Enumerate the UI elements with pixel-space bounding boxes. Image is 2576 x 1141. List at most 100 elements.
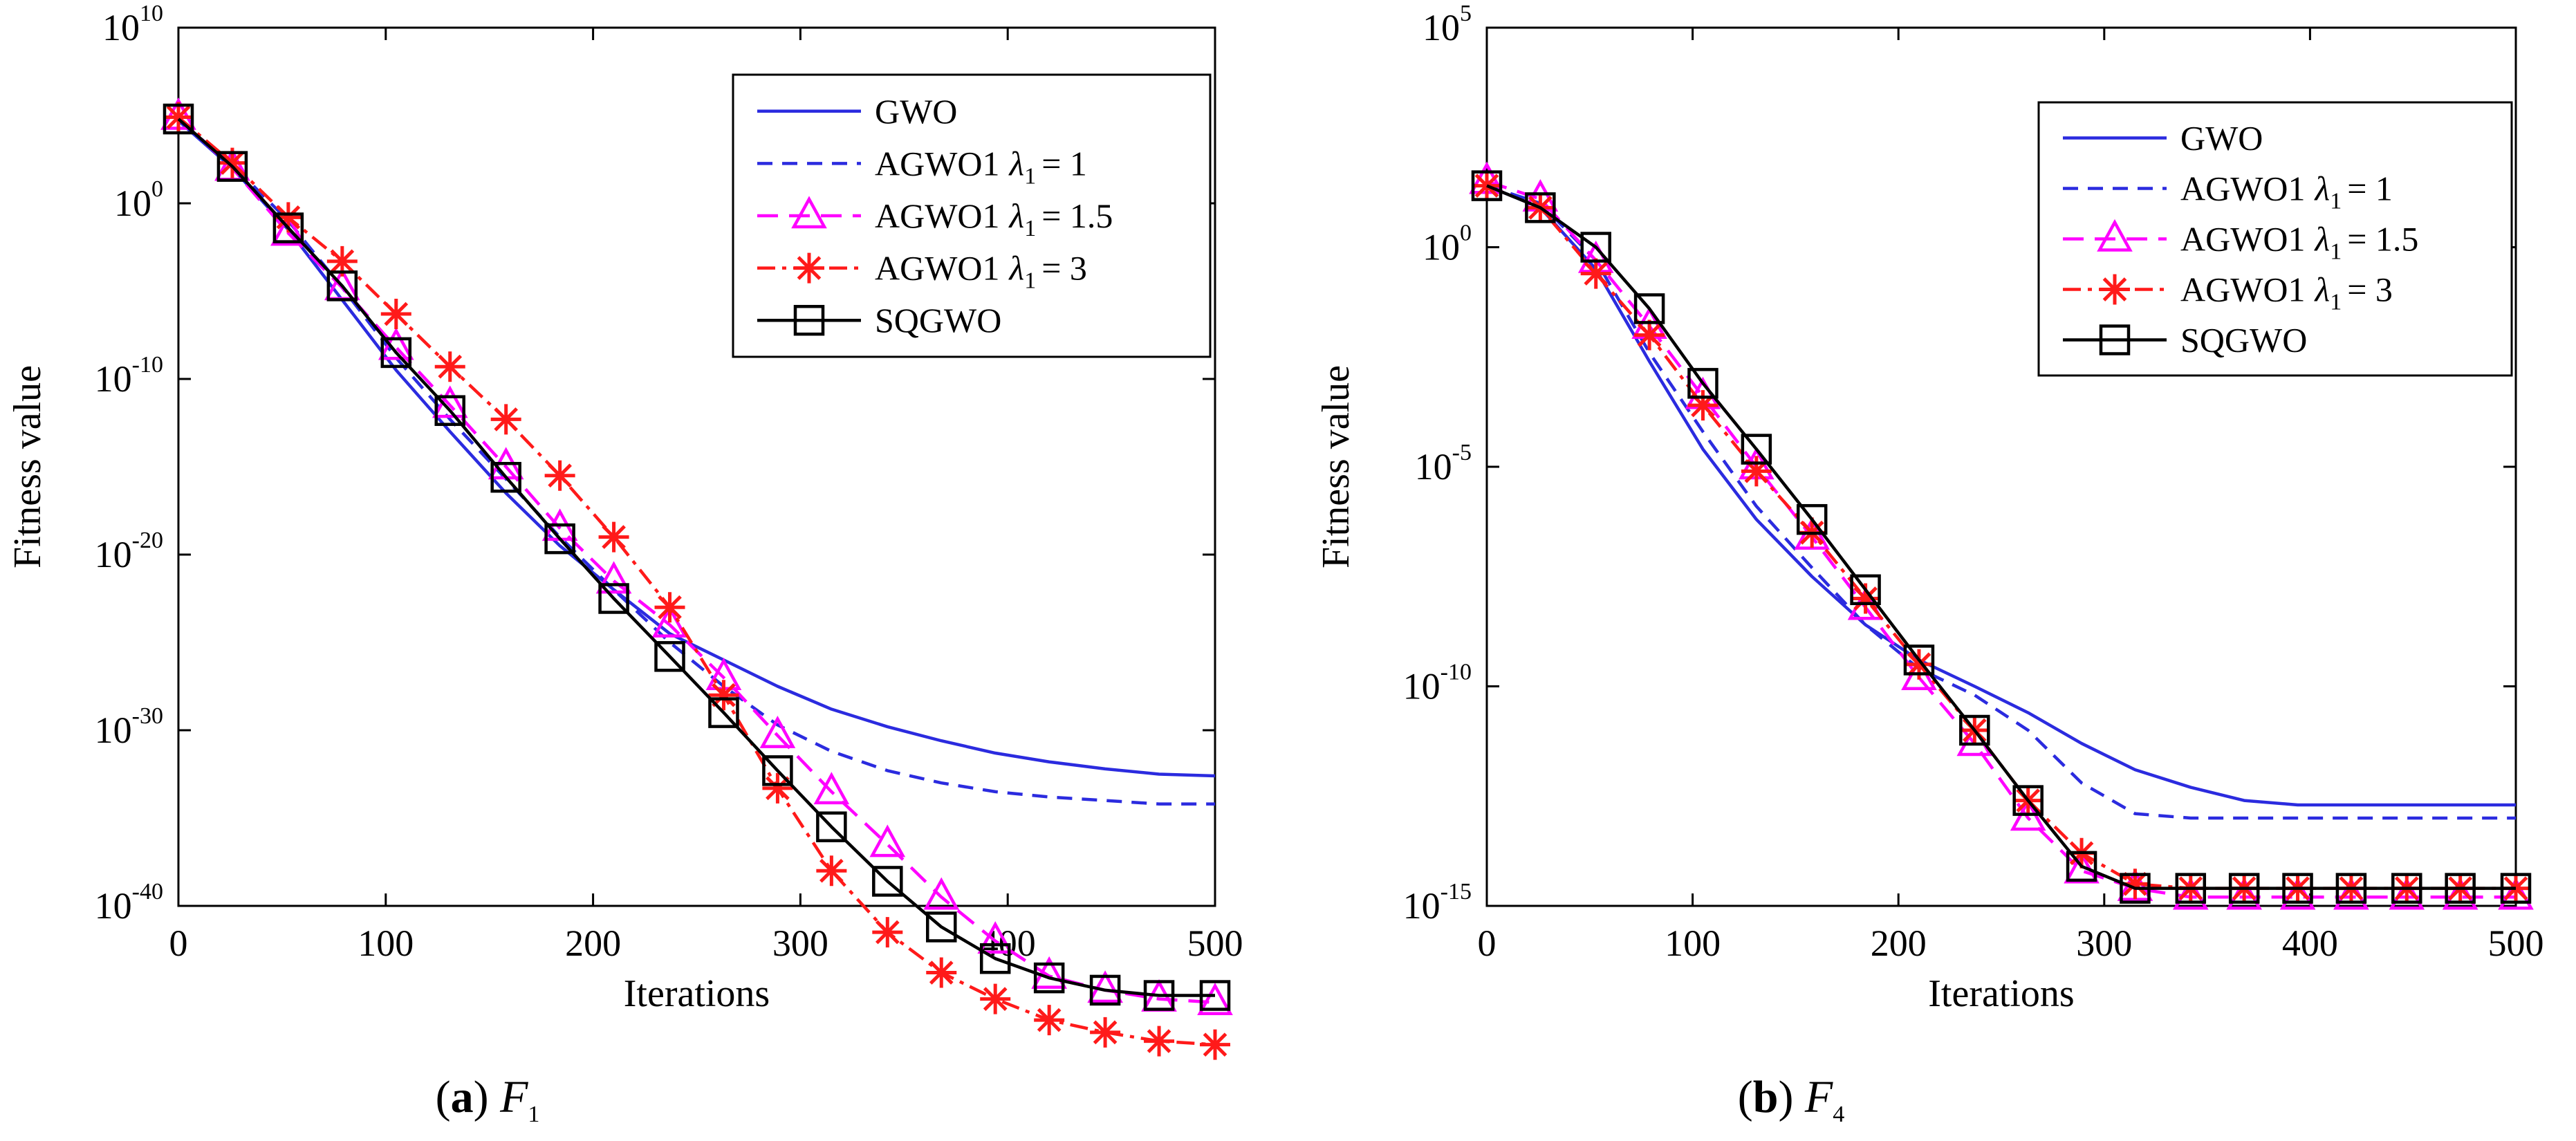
series-1 (177, 119, 1216, 778)
data-point (2012, 785, 2044, 816)
series-line (1486, 184, 2516, 820)
data-point (1144, 1026, 1175, 1057)
data-point (490, 461, 521, 493)
data-point (2500, 873, 2532, 904)
data-point (2445, 873, 2476, 904)
data-point (926, 957, 957, 988)
legend-marker (2097, 219, 2133, 252)
data-point (2335, 873, 2367, 904)
x-tick-label: 100 (358, 922, 414, 964)
data-point (1034, 1005, 1065, 1036)
data-point (216, 147, 248, 178)
x-axis-label: Iterations (1928, 972, 2074, 1015)
legend: GWO AGWO1 λ1 = 1 AGWO1 λ1 = 1.5 AGWO1 λ1 = 3 SQGWO (732, 73, 1212, 358)
y-tick-label: 100 (1423, 221, 1472, 268)
y-tick-label: 10-10 (1403, 660, 1472, 707)
legend-label: AGWO1 λ1 = 1 (875, 144, 1087, 189)
data-point (708, 680, 739, 711)
data-point (163, 103, 194, 135)
series-4 (163, 102, 1230, 1060)
data-point (434, 395, 465, 426)
x-tick-label: 200 (1871, 922, 1927, 964)
legend: GWO AGWO1 λ1 = 1 AGWO1 λ1 = 1.5 AGWO1 λ1 = 3 SQGWO (2037, 101, 2513, 377)
series-line (177, 118, 1215, 997)
data-point (2175, 873, 2207, 904)
y-tick-label: 10-30 (95, 703, 163, 751)
y-tick-label: 1010 (102, 1, 163, 48)
data-point (1471, 170, 1503, 201)
legend-label: GWO (875, 92, 957, 131)
data-point (270, 213, 306, 246)
data-point (490, 404, 521, 435)
data-point (762, 772, 793, 804)
data-point (163, 102, 194, 133)
data-point (595, 561, 632, 594)
data-point (1580, 232, 1611, 263)
y-tick-label: 10-15 (1403, 879, 1472, 927)
data-point (434, 351, 465, 382)
data-point (1143, 980, 1175, 1011)
x-tick-label: 0 (169, 922, 188, 964)
data-point (869, 824, 906, 857)
series-5 (163, 103, 1231, 1011)
data-point (1031, 956, 1067, 989)
data-point (1033, 962, 1065, 994)
data-point (598, 583, 629, 614)
data-point (2120, 873, 2151, 904)
x-axis-label: Iterations (624, 972, 770, 1015)
legend-label: SQGWO (875, 301, 1001, 340)
data-point (816, 811, 847, 842)
data-point (1089, 974, 1121, 1006)
series-line (1486, 184, 2516, 807)
data-point (813, 772, 850, 805)
data-point (654, 641, 685, 672)
data-point (2282, 873, 2313, 904)
x-tick-label: 300 (772, 922, 828, 964)
data-point (1687, 368, 1718, 399)
legend-marker (793, 304, 825, 336)
series-1 (1486, 184, 2516, 807)
data-point (1850, 574, 1881, 606)
data-point (1633, 293, 1665, 324)
y-tick-label: 10-5 (1415, 440, 1472, 488)
data-point (923, 877, 960, 910)
data-point (708, 697, 739, 728)
data-point (1580, 258, 1611, 289)
data-point (1796, 503, 1828, 535)
data-point (1741, 434, 1772, 465)
legend-label: AGWO1 λ1 = 1 (2180, 169, 2393, 214)
data-point (1525, 192, 1556, 223)
y-tick-label: 10-20 (95, 528, 163, 575)
panel-a-chart: 0 100 200 300 400 50010-4010-3010-2010-101001… (6, 1, 1243, 1127)
x-tick-label: 500 (2488, 922, 2544, 964)
data-point (326, 245, 358, 277)
data-point (380, 337, 412, 369)
axes-frame (177, 26, 1216, 907)
y-tick-label: 10-10 (95, 352, 163, 400)
x-tick-label: 500 (1187, 922, 1243, 964)
series-2 (1486, 184, 2516, 820)
x-tick-label: 0 (1478, 922, 1497, 964)
y-axis-label: Fitness value (6, 365, 49, 568)
data-point (544, 460, 575, 491)
data-point (2120, 869, 2151, 900)
series-5 (1471, 170, 2532, 904)
y-tick-label: 10-40 (95, 879, 163, 927)
data-point (1903, 649, 1934, 680)
legend-box (2037, 101, 2513, 377)
legend-label: AGWO1 λ1 = 1.5 (875, 196, 1113, 241)
data-point (1741, 456, 1772, 487)
data-point (872, 866, 903, 897)
legend-marker (2099, 324, 2131, 355)
data-point (1090, 1017, 1121, 1048)
y-tick-label: 100 (114, 176, 163, 224)
x-tick-label: 300 (2076, 922, 2132, 964)
legend-label: AGWO1 λ1 = 3 (2180, 270, 2393, 315)
data-point (1197, 983, 1233, 1015)
legend-marker (2100, 274, 2130, 305)
data-point (979, 943, 1011, 974)
legend-marker (791, 196, 827, 229)
caption: (a) F1 (436, 1072, 540, 1127)
data-point (762, 755, 793, 786)
